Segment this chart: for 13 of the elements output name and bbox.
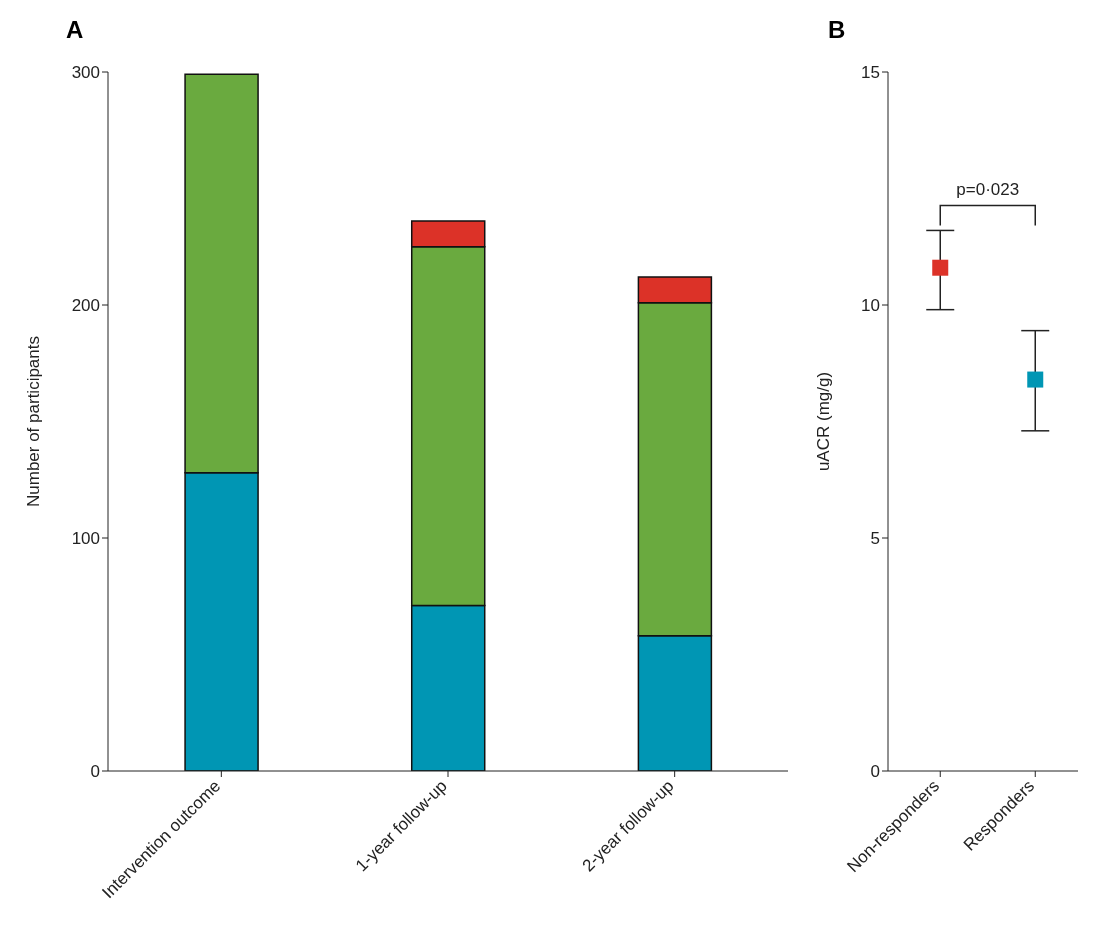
y-tick-label: 300 [71, 63, 100, 83]
y-tick-label: 200 [71, 296, 100, 316]
chart-title: B [828, 16, 846, 44]
y-axis-title: uACR (mg/g) [814, 371, 834, 472]
y-tick-label: 10 [861, 296, 880, 316]
annotation: p=0·023 [956, 180, 1020, 200]
y-axis-title: Number of participants [24, 335, 44, 508]
y-tick-label: 0 [90, 762, 100, 782]
chart-title: A [66, 16, 84, 44]
y-tick-label: 15 [861, 63, 880, 83]
y-tick-label: 0 [870, 762, 880, 782]
y-tick-label: 100 [71, 529, 100, 549]
y-tick-label: 5 [870, 529, 880, 549]
